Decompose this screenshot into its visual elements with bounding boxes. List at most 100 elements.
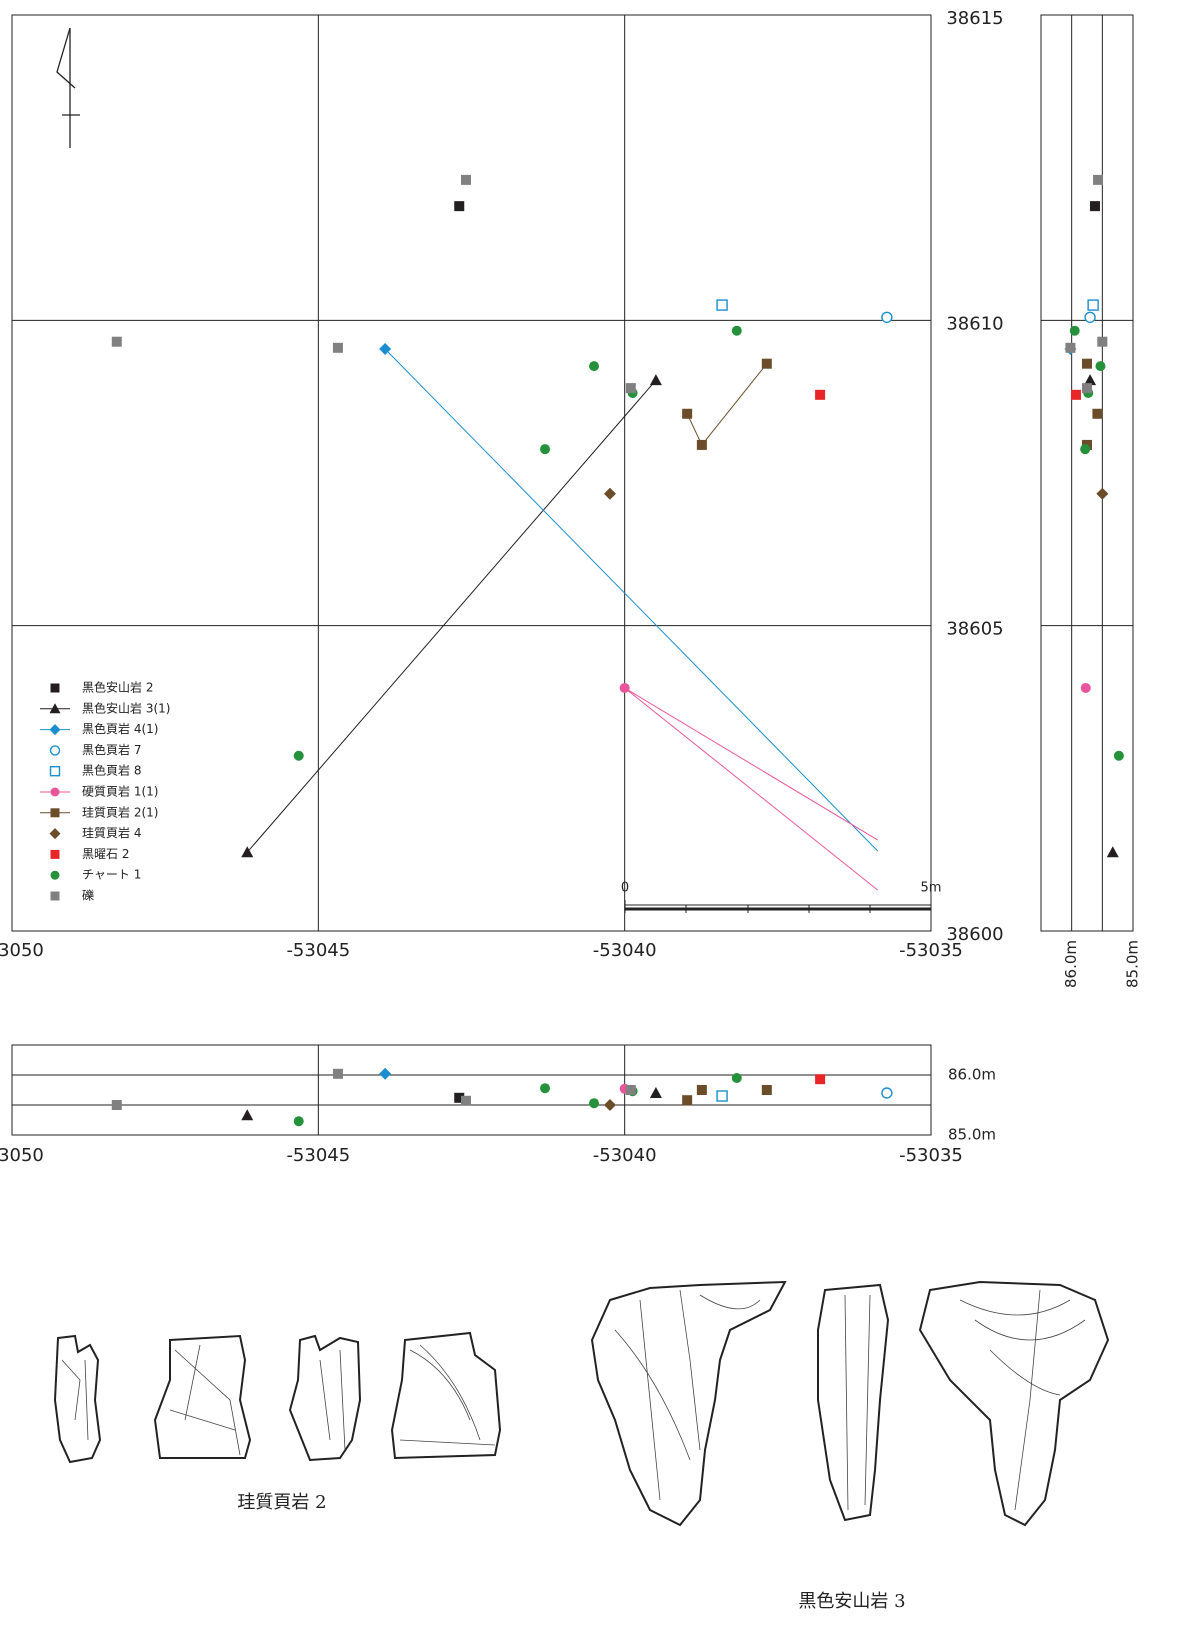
legend-label: 硬質頁岩 1(1) [82,784,158,799]
legend-label: 珪質頁岩 2(1) [82,804,158,819]
y-tick-label: 38610 [946,313,1003,334]
marker [625,1085,636,1095]
marker [1080,444,1091,455]
marker [1089,201,1100,212]
side-frame [1040,14,1134,932]
marker [241,1109,254,1121]
refit-line [624,687,878,841]
marker [1082,383,1092,394]
legend-marker [50,891,60,901]
drawing-caption: 黒色安山岩 3 [798,1591,905,1612]
marker [682,1095,693,1106]
marker [881,311,893,323]
marker [761,1085,772,1095]
marker [111,1100,122,1110]
scale-bar [624,900,932,913]
x-tick-label: -53040 [593,940,657,961]
refit-line [384,348,879,852]
marker [1080,682,1091,693]
legend-marker [49,745,61,756]
y-tick-label: 38615 [946,8,1003,29]
marker [379,1067,392,1080]
marker [603,1099,616,1111]
x-tick-label: -53050 [0,940,44,961]
marker [589,361,600,372]
marker [589,1098,600,1109]
marker [1087,299,1099,311]
legend-marker [49,766,61,777]
marker [454,201,465,212]
legend-label: 黒色頁岩 7 [82,742,141,757]
marker [815,1074,826,1085]
refit-line [246,379,657,853]
marker [1084,374,1097,386]
x-tick-label: -53035 [899,1145,963,1166]
z-tick-label: 86.0m [1062,940,1080,988]
refit-line [624,687,879,891]
z-tick-label: 86.0m [948,1066,996,1084]
marker [1069,325,1080,336]
legend-marker [49,828,61,840]
marker [1070,389,1081,400]
legend-label: 黒色安山岩 3(1) [82,700,170,715]
marker [1065,342,1076,353]
refit-line [686,363,768,446]
x-tick-label: -53035 [899,940,963,961]
marker [460,1095,471,1106]
marker [111,336,122,347]
marker [625,383,636,394]
legend-marker [50,808,60,818]
marker [460,174,471,185]
marker [293,1116,304,1127]
legend-marker [50,870,60,880]
x-tick-label: -53045 [286,940,350,961]
z-tick-label: 85.0m [948,1126,996,1144]
y-tick-label: 38600 [946,924,1003,945]
marker [716,299,728,311]
legend-marker [49,703,61,714]
legend-label: チャート 1 [82,868,141,882]
marker [1093,174,1104,185]
marker [696,1085,707,1095]
marker [1084,311,1096,323]
marker [540,444,551,455]
legend-label: 黒色安山岩 2 [82,680,153,695]
marker [1097,336,1108,347]
marker [619,682,630,693]
marker [1106,846,1119,858]
marker [379,343,392,356]
x-tick-label: -53040 [593,1145,657,1166]
marker [761,358,772,369]
marker [731,325,742,336]
drawing-caption: 珪質頁岩 2 [237,1492,326,1513]
legend-label: 黒曜石 2 [82,847,129,861]
marker [332,342,343,353]
legend-marker [50,849,60,859]
marker [1092,408,1103,419]
marker [540,1083,551,1094]
marker [1082,358,1092,369]
legend-label: 礫 [82,888,94,903]
marker [454,1092,465,1103]
x-tick-label: -53050 [0,1145,44,1166]
legend-label: 黒色頁岩 4(1) [82,721,158,736]
section-frame [11,1044,932,1136]
y-tick-label: 38605 [946,619,1003,640]
marker [881,1087,893,1099]
artifact-drawings [53,1280,1110,1527]
north-arrow [56,27,80,148]
legend-marker [50,787,60,797]
marker [332,1068,343,1079]
marker [682,408,693,419]
marker [603,487,616,500]
x-tick-label: -53045 [286,1145,350,1166]
marker [1113,750,1124,761]
legend-marker [49,724,61,736]
marker [815,389,826,400]
marker [696,439,707,450]
marker [293,750,304,761]
marker [716,1090,728,1102]
marker [649,374,662,386]
legend-label: 珪質頁岩 4 [82,825,141,840]
z-tick-label: 85.0m [1124,940,1142,988]
